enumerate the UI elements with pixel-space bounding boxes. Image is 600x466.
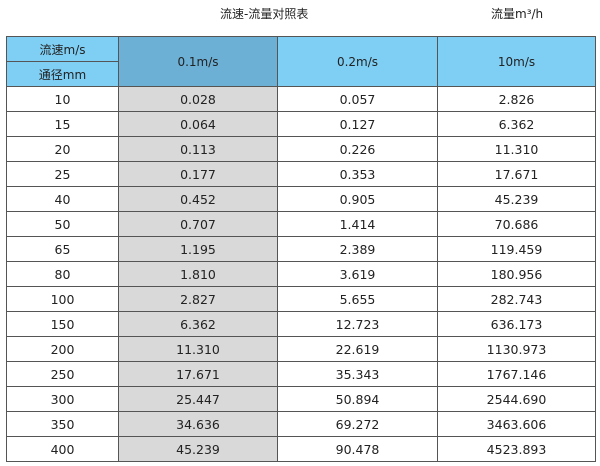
table-row: 15 0.064 0.127 6.362 bbox=[6, 111, 596, 137]
diameter-cell: 300 bbox=[6, 386, 119, 412]
table-row: 200 11.310 22.619 1130.973 bbox=[6, 336, 596, 362]
flow-cell: 0.707 bbox=[118, 211, 278, 237]
flow-cell: 1.414 bbox=[277, 211, 438, 237]
table-row: 350 34.636 69.272 3463.606 bbox=[6, 411, 596, 437]
flow-cell: 180.956 bbox=[437, 261, 596, 287]
table-row: 300 25.447 50.894 2544.690 bbox=[6, 386, 596, 412]
flow-cell: 4523.893 bbox=[437, 436, 596, 462]
flow-cell: 69.272 bbox=[277, 411, 438, 437]
flow-cell: 2.389 bbox=[277, 236, 438, 262]
flow-cell: 11.310 bbox=[118, 336, 278, 362]
diameter-cell: 200 bbox=[6, 336, 119, 362]
flow-cell: 50.894 bbox=[277, 386, 438, 412]
diameter-cell: 10 bbox=[6, 86, 119, 112]
diameter-cell: 50 bbox=[6, 211, 119, 237]
flow-cell: 119.459 bbox=[437, 236, 596, 262]
flow-cell: 0.057 bbox=[277, 86, 438, 112]
flow-cell: 17.671 bbox=[437, 161, 596, 187]
velocity-header: 流速m/s bbox=[6, 36, 119, 62]
flow-cell: 0.127 bbox=[277, 111, 438, 137]
flow-table: 流速m/s 0.1m/s 0.2m/s 10m/s 通径mm 10 0.028 0.… bbox=[6, 36, 596, 462]
diameter-cell: 25 bbox=[6, 161, 119, 187]
diameter-cell: 80 bbox=[6, 261, 119, 287]
flow-cell: 0.226 bbox=[277, 136, 438, 162]
flow-cell: 0.113 bbox=[118, 136, 278, 162]
table-row: 150 6.362 12.723 636.173 bbox=[6, 311, 596, 337]
flow-cell: 5.655 bbox=[277, 286, 438, 312]
table-row: 10 0.028 0.057 2.826 bbox=[6, 86, 596, 112]
flow-cell: 45.239 bbox=[437, 186, 596, 212]
diameter-cell: 400 bbox=[6, 436, 119, 462]
diameter-cell: 15 bbox=[6, 111, 119, 137]
flow-cell: 6.362 bbox=[437, 111, 596, 137]
flow-cell: 6.362 bbox=[118, 311, 278, 337]
flow-cell: 22.619 bbox=[277, 336, 438, 362]
flow-cell: 70.686 bbox=[437, 211, 596, 237]
flow-cell: 1130.973 bbox=[437, 336, 596, 362]
flow-cell: 1767.146 bbox=[437, 361, 596, 387]
flow-cell: 3.619 bbox=[277, 261, 438, 287]
table-row: 100 2.827 5.655 282.743 bbox=[6, 286, 596, 312]
flow-cell: 17.671 bbox=[118, 361, 278, 387]
table-row: 65 1.195 2.389 119.459 bbox=[6, 236, 596, 262]
flow-cell: 0.353 bbox=[277, 161, 438, 187]
flow-cell: 2544.690 bbox=[437, 386, 596, 412]
flow-cell: 0.905 bbox=[277, 186, 438, 212]
flow-cell: 2.826 bbox=[437, 86, 596, 112]
flow-cell: 1.810 bbox=[118, 261, 278, 287]
flow-cell: 11.310 bbox=[437, 136, 596, 162]
flow-cell: 35.343 bbox=[277, 361, 438, 387]
table-title: 流速-流量对照表 bbox=[220, 7, 309, 21]
unit-label: 流量m³/h bbox=[491, 7, 544, 21]
flow-cell: 25.447 bbox=[118, 386, 278, 412]
flow-cell: 90.478 bbox=[277, 436, 438, 462]
diameter-cell: 250 bbox=[6, 361, 119, 387]
table-row: 400 45.239 90.478 4523.893 bbox=[6, 436, 596, 462]
diameter-cell: 20 bbox=[6, 136, 119, 162]
column-header[interactable]: 10m/s bbox=[437, 36, 596, 87]
flow-cell: 1.195 bbox=[118, 236, 278, 262]
flow-cell: 45.239 bbox=[118, 436, 278, 462]
flow-cell: 34.636 bbox=[118, 411, 278, 437]
flow-cell: 636.173 bbox=[437, 311, 596, 337]
table-row: 25 0.177 0.353 17.671 bbox=[6, 161, 596, 187]
table-row: 40 0.452 0.905 45.239 bbox=[6, 186, 596, 212]
table-row: 80 1.810 3.619 180.956 bbox=[6, 261, 596, 287]
flow-cell: 0.452 bbox=[118, 186, 278, 212]
flow-cell: 0.028 bbox=[118, 86, 278, 112]
flow-cell: 0.177 bbox=[118, 161, 278, 187]
table-row: 20 0.113 0.226 11.310 bbox=[6, 136, 596, 162]
diameter-header: 通径mm bbox=[6, 61, 119, 87]
diameter-cell: 40 bbox=[6, 186, 119, 212]
column-header[interactable]: 0.2m/s bbox=[277, 36, 438, 87]
flow-cell: 12.723 bbox=[277, 311, 438, 337]
flow-cell: 3463.606 bbox=[437, 411, 596, 437]
table-row: 250 17.671 35.343 1767.146 bbox=[6, 361, 596, 387]
flow-cell: 2.827 bbox=[118, 286, 278, 312]
diameter-cell: 100 bbox=[6, 286, 119, 312]
flow-cell: 282.743 bbox=[437, 286, 596, 312]
diameter-cell: 150 bbox=[6, 311, 119, 337]
diameter-cell: 65 bbox=[6, 236, 119, 262]
table-row: 50 0.707 1.414 70.686 bbox=[6, 211, 596, 237]
column-header[interactable]: 0.1m/s bbox=[118, 36, 278, 87]
flow-cell: 0.064 bbox=[118, 111, 278, 137]
diameter-cell: 350 bbox=[6, 411, 119, 437]
